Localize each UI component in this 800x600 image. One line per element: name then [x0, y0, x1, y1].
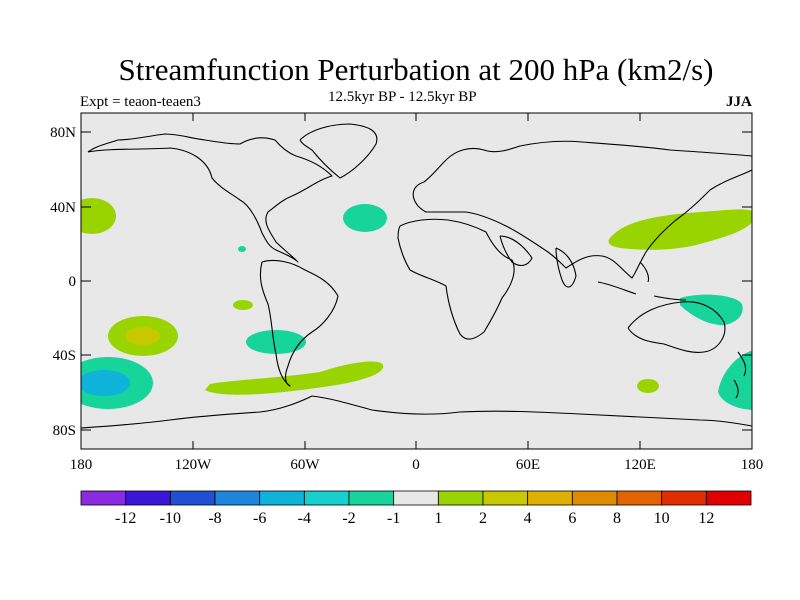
contour-pos-south-atlantic — [205, 361, 384, 395]
coastlines — [81, 123, 752, 429]
colorbar-swatch-1 — [125, 490, 171, 506]
contour-neg-southeast-pacific — [246, 330, 306, 354]
contour-neg-north-atlantic — [343, 204, 387, 232]
colorbar-label-11: 8 — [613, 510, 621, 527]
colorbar-swatch-7 — [393, 490, 439, 506]
latitude-axis: 80N 40N 0 40S 80S — [50, 125, 752, 439]
colorbar-label-1: -10 — [160, 510, 181, 527]
coast-eurasia — [412, 140, 752, 279]
colorbar-label-13: 12 — [698, 510, 714, 527]
lon-tick-0: 0 — [412, 457, 420, 473]
contour-neg4-south-pacific-west — [81, 370, 130, 396]
coast-south-america — [259, 259, 339, 387]
colorbar-label-9: 4 — [524, 510, 532, 527]
lon-tick-180-left: 180 — [70, 457, 93, 473]
contour-pos-small-east-pacific — [233, 300, 253, 310]
contour-neg-southwest-pacific — [718, 350, 752, 410]
lon-tick-60e: 60E — [516, 457, 540, 473]
experiment-label: Expt = teaon-teaen3 — [80, 94, 201, 110]
contour-layer — [81, 198, 752, 410]
map-background — [81, 113, 752, 449]
contour-pos-nwpacific — [608, 209, 752, 250]
coast-new-zealand — [733, 351, 747, 399]
colorbar-label-4: -4 — [298, 510, 311, 527]
colorbar-label-0: -12 — [115, 510, 136, 527]
lon-tick-120e: 120E — [624, 457, 656, 473]
longitude-axis: 180 120W 60W 0 60E 120E 180 — [70, 113, 764, 473]
colorbar-swatch-12 — [616, 490, 663, 506]
colorbar-swatch-9 — [482, 490, 529, 506]
coast-antarctica — [81, 395, 752, 429]
lat-tick-80s: 80S — [53, 423, 76, 439]
coast-arabia-india — [499, 235, 577, 288]
coast-greenland — [299, 123, 378, 179]
lat-tick-40n: 40N — [50, 200, 76, 216]
colorbar-label-10: 6 — [568, 510, 576, 527]
colorbar-label-3: -6 — [253, 510, 266, 527]
plot-title: Streamfunction Perturbation at 200 hPa (… — [118, 52, 714, 87]
colorbar-swatch-11 — [571, 490, 618, 506]
lon-tick-180-right: 180 — [741, 457, 764, 473]
contour-neg-small-central-america — [238, 246, 246, 252]
contour-pos-south-indian — [637, 379, 659, 393]
contour-pos2-spacific — [126, 327, 160, 345]
colorbar-label-8: 2 — [479, 510, 487, 527]
colorbar-label-7: 1 — [434, 510, 442, 527]
coast-se-asia-islands — [597, 261, 687, 301]
coast-africa — [397, 218, 515, 340]
colorbar: -12 -10 -8 -6 -4 -2 -1 1 2 4 6 8 10 12 — [80, 490, 752, 527]
lat-tick-40s: 40S — [53, 348, 76, 364]
colorbar-swatch-13 — [661, 490, 707, 506]
colorbar-swatch-3 — [214, 490, 261, 506]
colorbar-swatch-2 — [169, 490, 216, 506]
lon-tick-120w: 120W — [175, 457, 213, 473]
colorbar-label-2: -8 — [208, 510, 221, 527]
colorbar-swatch-14 — [705, 490, 752, 506]
colorbar-label-5: -2 — [342, 510, 355, 527]
lat-tick-0: 0 — [69, 274, 77, 290]
colorbar-swatch-10 — [527, 490, 573, 506]
plot-subtitle: 12.5kyr BP - 12.5kyr BP — [328, 89, 477, 105]
colorbar-swatch-6 — [348, 490, 395, 506]
lon-tick-60w: 60W — [290, 457, 320, 473]
colorbar-swatch-0 — [80, 490, 127, 506]
coast-north-america — [87, 133, 333, 263]
season-label: JJA — [726, 94, 752, 110]
coast-australia — [627, 301, 726, 353]
colorbar-swatch-8 — [437, 490, 484, 506]
colorbar-label-6: -1 — [387, 510, 400, 527]
lat-tick-80n: 80N — [50, 125, 76, 141]
colorbar-label-12: 10 — [654, 510, 670, 527]
colorbar-swatch-5 — [303, 490, 350, 506]
colorbar-swatch-4 — [259, 490, 305, 506]
